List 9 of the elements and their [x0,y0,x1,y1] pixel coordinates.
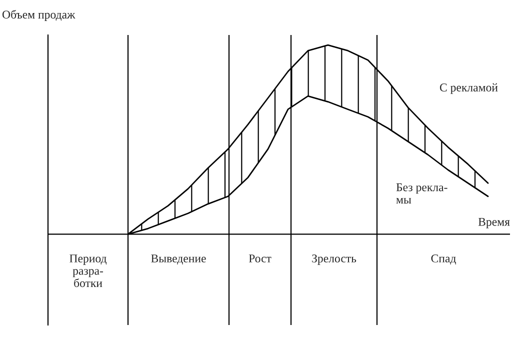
text: С рекламой [440,83,498,94]
series-label: Без рекла- мы [396,183,448,204]
x-axis-title: Время [478,218,510,228]
text: Зрелость [312,254,356,265]
text: Выведение [151,254,206,265]
text: Рост [248,254,272,262]
y-axis-title: Объем продаж [2,10,76,21]
text: Спад [431,254,456,265]
text: Период разра- ботки [70,254,107,288]
